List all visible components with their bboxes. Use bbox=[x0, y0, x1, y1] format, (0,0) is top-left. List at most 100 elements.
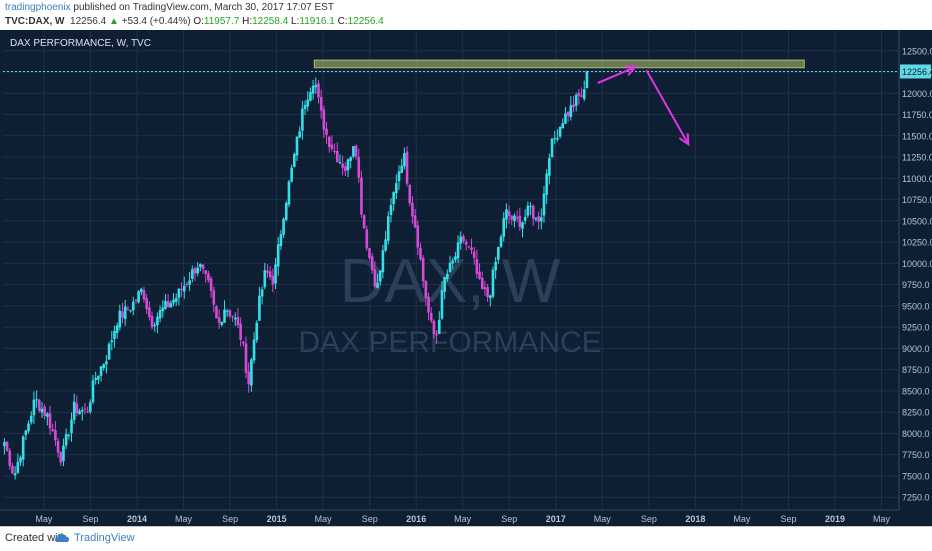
x-tick-label: 2018 bbox=[685, 514, 705, 524]
arrow-down-annotation-head bbox=[678, 133, 690, 147]
candle-body bbox=[497, 246, 500, 260]
candle-body bbox=[486, 287, 489, 298]
candle-body bbox=[145, 298, 148, 310]
chart-area[interactable]: DAX, W DAX PERFORMANCE DAX PERFORMANCE, W,… bbox=[0, 30, 932, 526]
candle-body bbox=[287, 181, 291, 205]
candle-body bbox=[362, 215, 366, 229]
candle-body bbox=[242, 341, 245, 344]
candle-body bbox=[215, 306, 218, 319]
candle-body bbox=[217, 317, 221, 323]
x-tick-label: 2015 bbox=[267, 514, 287, 524]
candle-body bbox=[174, 298, 178, 302]
change-arrow-icon: ▲ bbox=[108, 16, 119, 27]
high-label: H: bbox=[242, 16, 253, 27]
candle-body bbox=[276, 244, 280, 267]
candle-body bbox=[48, 413, 52, 429]
candle-body bbox=[102, 364, 106, 368]
y-tick-label: 7250.0 bbox=[902, 493, 930, 503]
candle-body bbox=[271, 275, 275, 285]
candle-body bbox=[72, 401, 76, 420]
candle-body bbox=[333, 150, 336, 152]
y-tick-label: 10000.0 bbox=[902, 259, 932, 269]
candle-body bbox=[209, 278, 213, 291]
candle-body bbox=[161, 307, 165, 312]
candle-body bbox=[177, 288, 181, 298]
candle-body bbox=[3, 442, 6, 447]
candle-body bbox=[250, 359, 253, 386]
candle-body bbox=[295, 136, 299, 156]
candle-body bbox=[24, 430, 28, 435]
candle-body bbox=[566, 111, 570, 116]
candle-body bbox=[435, 334, 438, 336]
candle-body bbox=[252, 339, 256, 361]
candle-body bbox=[97, 375, 100, 380]
x-tick-label: May bbox=[733, 514, 751, 524]
candle-body bbox=[140, 288, 143, 293]
y-tick-label: 11500.0 bbox=[902, 131, 932, 141]
candle-body bbox=[172, 299, 175, 304]
candle-body bbox=[266, 270, 269, 273]
tradingview-cloud-icon[interactable] bbox=[54, 530, 70, 546]
candle-body bbox=[322, 109, 326, 130]
candle-body bbox=[580, 95, 583, 97]
candle-body bbox=[392, 192, 395, 205]
author-link[interactable]: tradingphoenix bbox=[5, 2, 71, 13]
y-tick-label: 8250.0 bbox=[902, 408, 930, 418]
candle-body bbox=[446, 273, 449, 280]
candle-body bbox=[424, 281, 428, 299]
candle-body bbox=[107, 343, 111, 360]
candle-body bbox=[113, 330, 116, 340]
candle-body bbox=[467, 246, 471, 248]
published-text: published on TradingView.com, March 30, … bbox=[73, 2, 334, 13]
candle-body bbox=[462, 236, 465, 242]
candle-body bbox=[483, 287, 487, 289]
candle-body bbox=[225, 310, 229, 312]
candle-body bbox=[233, 317, 237, 320]
candle-body bbox=[293, 153, 296, 167]
candle-body bbox=[542, 193, 546, 216]
candle-body bbox=[386, 216, 390, 241]
candle-body bbox=[13, 473, 17, 476]
candle-body bbox=[416, 225, 420, 248]
candle-body bbox=[381, 250, 385, 273]
candle-body bbox=[480, 277, 484, 289]
candle-body bbox=[268, 271, 272, 278]
candle-body bbox=[40, 408, 44, 413]
candle-body bbox=[236, 316, 240, 326]
candle-body bbox=[223, 309, 226, 323]
created-with-text: Created with bbox=[5, 532, 67, 544]
candle-body bbox=[338, 161, 342, 164]
candle-body bbox=[539, 217, 543, 222]
x-tick-label: Sep bbox=[83, 514, 99, 524]
candle-body bbox=[325, 128, 328, 135]
candle-body bbox=[507, 211, 511, 216]
close-value: 12256.4 bbox=[347, 16, 384, 27]
candle-body bbox=[156, 316, 159, 326]
candle-body bbox=[244, 343, 248, 373]
candle-body bbox=[429, 312, 433, 321]
candle-body bbox=[8, 450, 12, 466]
candle-body bbox=[290, 167, 293, 182]
candle-body bbox=[510, 215, 514, 220]
candle-body bbox=[284, 203, 288, 220]
x-tick-label: May bbox=[315, 514, 333, 524]
candle-body bbox=[148, 307, 151, 318]
candle-body bbox=[319, 96, 323, 111]
publish-header: tradingphoenix published on TradingView.… bbox=[0, 0, 932, 30]
candle-body bbox=[123, 306, 127, 320]
candle-body bbox=[121, 311, 124, 318]
candle-body bbox=[64, 434, 68, 446]
y-tick-label: 9500.0 bbox=[902, 301, 930, 311]
candle-body bbox=[110, 340, 114, 343]
candle-body bbox=[526, 205, 530, 216]
candle-body bbox=[88, 402, 92, 412]
y-tick-label: 10250.0 bbox=[902, 238, 932, 248]
tradingview-brand[interactable]: TradingView bbox=[74, 532, 135, 544]
candle-body bbox=[357, 157, 361, 178]
candle-body bbox=[317, 83, 320, 98]
candle-body bbox=[131, 301, 135, 311]
candle-body bbox=[115, 325, 119, 334]
candle-body bbox=[199, 264, 202, 268]
candle-body bbox=[413, 215, 417, 228]
